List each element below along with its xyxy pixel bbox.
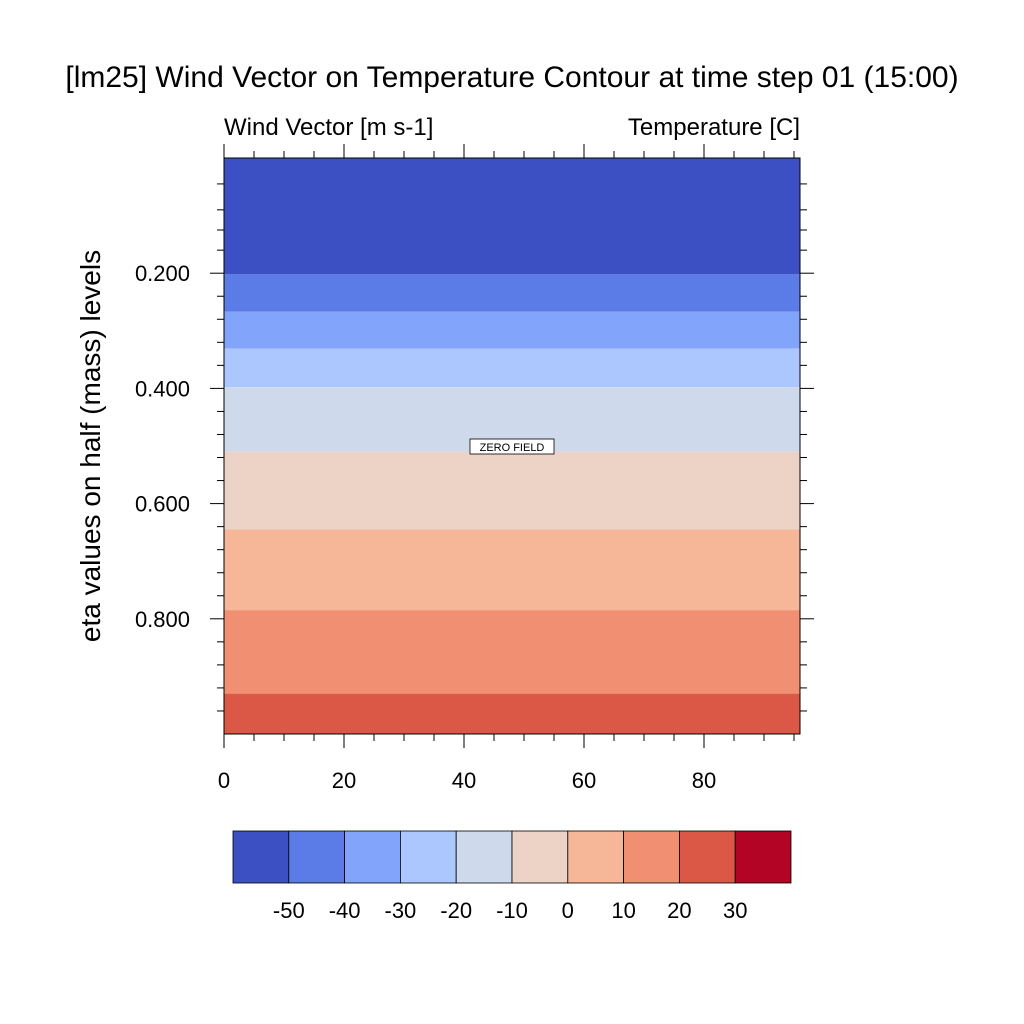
contour-band-7	[224, 610, 800, 694]
right-subtitle: Temperature [C]	[628, 114, 800, 141]
chart-title: [lm25] Wind Vector on Temperature Contou…	[65, 61, 958, 94]
colorbar-box-7	[623, 830, 680, 884]
x-tick-labels: 0 20 40 60 80	[218, 768, 716, 793]
plot-frame	[223, 157, 801, 735]
colorbar-label: -10	[496, 898, 528, 923]
colorbar-label: -40	[329, 898, 361, 923]
y-tick-label: 0.800	[135, 607, 190, 632]
colorbar-label: 0	[562, 898, 574, 923]
colorbar-labels: -50 -40 -30 -20 -10 0 10 20 30	[273, 898, 748, 923]
colorbar-box-8	[679, 830, 736, 884]
y-tick-label: 0.400	[135, 376, 190, 401]
x-tick-label: 60	[572, 768, 596, 793]
colorbar-label: 10	[611, 898, 635, 923]
colorbar-label: -50	[273, 898, 305, 923]
x-tick-label: 0	[218, 768, 230, 793]
axis-ticks	[210, 144, 814, 748]
colorbar-label: -20	[440, 898, 472, 923]
contour-band-8	[224, 693, 800, 734]
colorbar-box-0	[232, 830, 290, 884]
annotation-text: ZERO FIELD	[480, 442, 545, 454]
y-tick-label: 0.600	[135, 492, 190, 517]
y-tick-label: 0.200	[135, 261, 190, 286]
left-subtitle: Wind Vector [m s-1]	[224, 114, 433, 141]
colorbar-box-5	[511, 830, 569, 884]
annotation-box	[469, 438, 555, 455]
y-tick-labels: 0.200 0.400 0.600 0.800	[135, 261, 190, 632]
colorbar-box-3	[399, 830, 457, 884]
colorbar	[232, 830, 792, 884]
zero-field-annotation: ZERO FIELD	[469, 438, 555, 455]
contour-band-6	[224, 529, 800, 611]
colorbar-label: 20	[667, 898, 691, 923]
colorbar-box-2	[344, 830, 401, 884]
colorbar-box-6	[567, 830, 624, 884]
contour-band-5	[224, 451, 800, 530]
x-tick-label: 20	[332, 768, 356, 793]
contour-band-0	[224, 158, 800, 275]
x-tick-label: 80	[692, 768, 716, 793]
colorbar-label: -30	[385, 898, 417, 923]
colorbar-label: 30	[723, 898, 747, 923]
colorbar-box-4	[455, 830, 513, 884]
x-tick-label: 40	[452, 768, 476, 793]
contour-band-3	[224, 348, 800, 388]
colorbar-box-9	[734, 830, 792, 884]
contour-band-1	[224, 274, 800, 312]
contour-band-2	[224, 311, 800, 349]
colorbar-box-1	[288, 830, 345, 884]
y-axis-label: eta values on half (mass) levels	[75, 250, 106, 642]
